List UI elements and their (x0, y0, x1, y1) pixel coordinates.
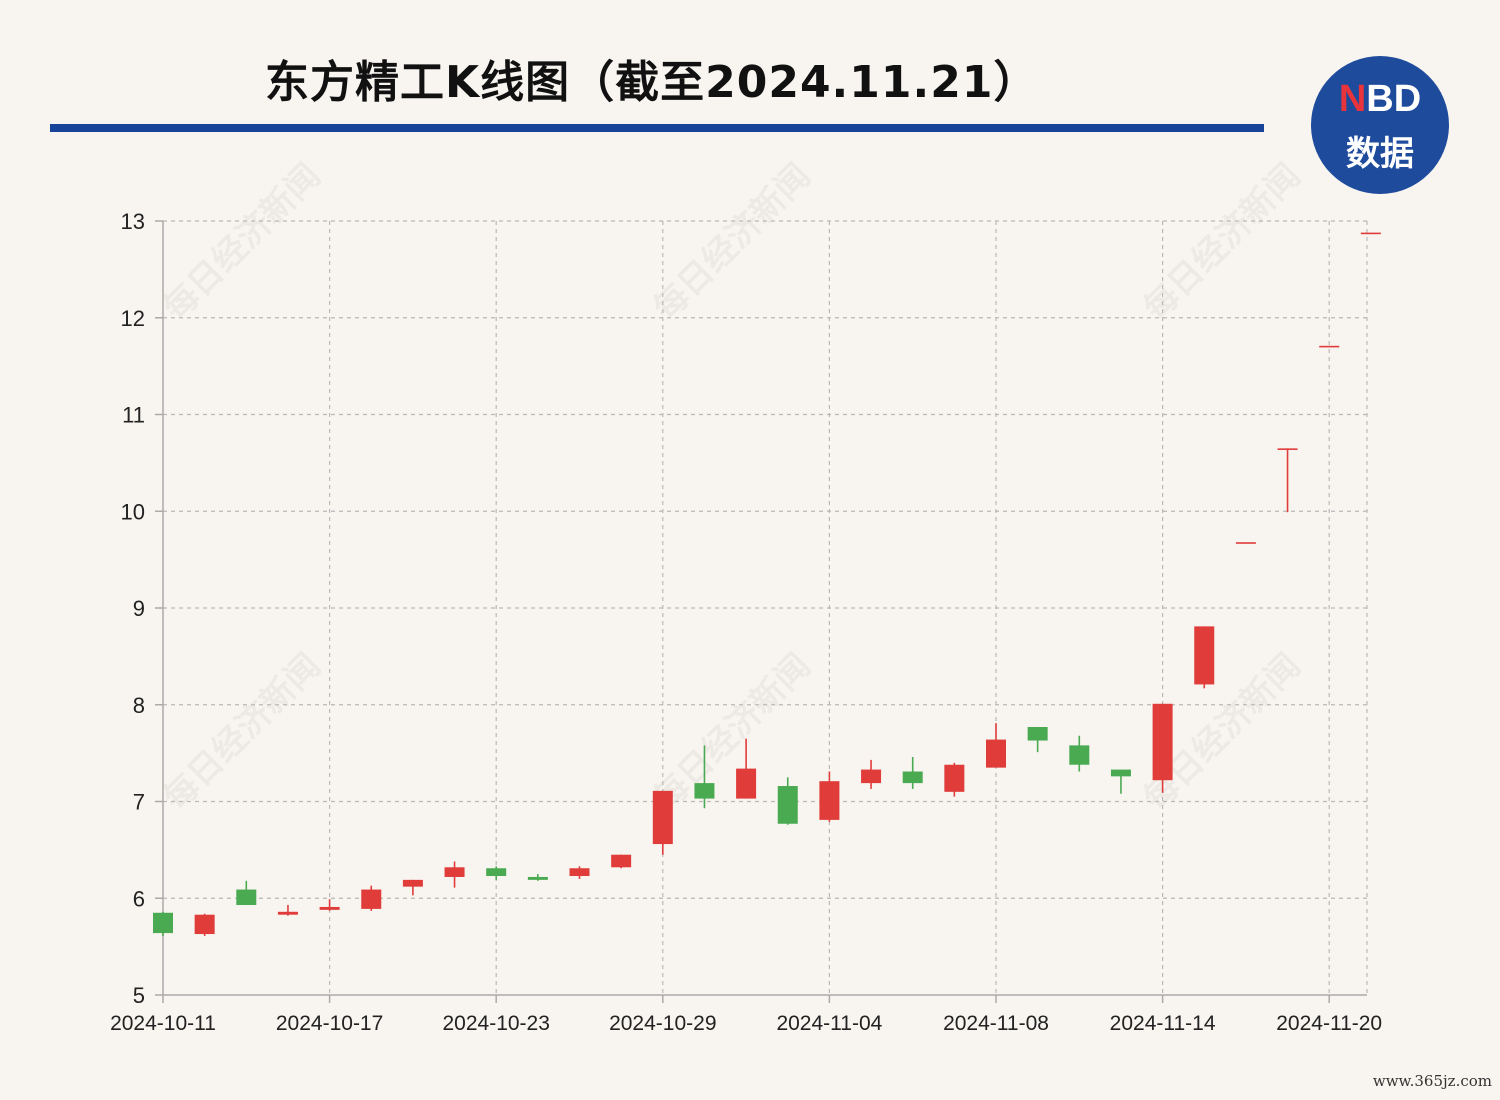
y-tick-label: 5 (133, 983, 145, 1008)
candle (361, 885, 382, 911)
candle (736, 738, 757, 799)
x-tick-label: 2024-11-04 (776, 1012, 882, 1035)
y-tick-label: 8 (133, 693, 145, 718)
y-tick-label: 12 (121, 306, 145, 331)
y-tick-label: 10 (121, 499, 145, 524)
x-tick-label: 2024-11-08 (943, 1012, 1049, 1035)
candle-body (819, 781, 840, 820)
candle-body (194, 914, 215, 935)
logo-bd: BD (1366, 78, 1422, 120)
y-tick-label: 11 (122, 403, 145, 428)
y-tick-label: 9 (133, 596, 145, 621)
candle-body (1360, 232, 1381, 235)
candle (486, 866, 507, 880)
candle-body (694, 783, 715, 799)
candle-body (153, 912, 173, 934)
candle-body (777, 786, 798, 824)
candle (944, 762, 965, 797)
grid-lines (163, 220, 1368, 995)
candle (1319, 345, 1340, 348)
x-tick-label: 2024-10-29 (609, 1012, 716, 1035)
candle (861, 759, 882, 789)
candle-body (361, 889, 382, 909)
candle (777, 777, 798, 825)
candle-body (486, 868, 507, 876)
candle-body (1194, 626, 1215, 685)
candle-body (611, 854, 632, 868)
candle-body (1152, 703, 1173, 781)
y-tick-label: 7 (133, 790, 145, 815)
candle-body (402, 879, 423, 887)
candle (444, 861, 465, 888)
x-tick-label: 2024-10-23 (442, 1012, 549, 1035)
candle-body (1235, 542, 1256, 544)
candle-body (1319, 345, 1340, 348)
candle-body (1027, 727, 1048, 741)
footer-url: www.365jz.com (1372, 1072, 1492, 1090)
title-underline (50, 124, 1264, 132)
candle (527, 874, 548, 881)
candle-body (652, 790, 673, 845)
logo-n: N (1338, 78, 1367, 120)
candle-body (1277, 448, 1298, 450)
candle (986, 723, 1006, 768)
watermark-text: 每日经济新闻 (156, 156, 329, 329)
x-tick-label: 2024-11-20 (1276, 1012, 1382, 1035)
candle-body (319, 906, 340, 910)
x-tick-label: 2024-10-17 (276, 1012, 383, 1035)
candle-body (944, 764, 965, 792)
candle (1152, 703, 1173, 793)
candle-body (986, 739, 1006, 768)
candle (236, 880, 257, 906)
chart-title: 东方精工K线图（截至2024.11.21） (265, 57, 1039, 108)
candle-body (861, 769, 882, 784)
candle (1277, 448, 1298, 513)
candles (153, 232, 1381, 936)
candle-body (1110, 769, 1131, 777)
candle (1360, 232, 1381, 235)
y-tick-label: 13 (121, 209, 145, 234)
candle (1027, 727, 1048, 753)
candle (1194, 626, 1215, 689)
logo-bottom-text: 数据 (1346, 134, 1414, 174)
candle (1069, 735, 1090, 772)
candle (1235, 542, 1256, 544)
logo-top-text: NBD (1311, 78, 1449, 121)
candle (153, 911, 173, 936)
candle (902, 756, 923, 789)
candle-body (527, 876, 548, 880)
watermark-text: 每日经济新闻 (1136, 156, 1309, 329)
watermark-text: 每日经济新闻 (156, 646, 329, 819)
candle (194, 913, 215, 936)
candle (694, 745, 715, 809)
x-tick-label: 2024-10-11 (110, 1012, 216, 1035)
x-tick-label: 2024-11-14 (1110, 1012, 1216, 1035)
x-axis-ticks: 2024-10-11 2024-10-17 2024-10-23 2024-10-29… (110, 995, 1382, 1035)
candle (569, 866, 590, 879)
candle-body (736, 768, 757, 799)
candle (277, 905, 298, 916)
candle-body (277, 911, 298, 915)
y-axis-ticks: 5 6 7 8 9 10 11 12 13 (121, 209, 163, 1008)
candle-body (444, 867, 465, 877)
candle-body (569, 868, 590, 876)
candle-body (236, 889, 257, 906)
candle-body (902, 771, 923, 784)
candle (402, 879, 423, 896)
candle-body (1069, 745, 1090, 765)
candle (652, 790, 673, 855)
candle (819, 771, 840, 822)
y-tick-label: 6 (133, 886, 145, 911)
candle (1110, 769, 1131, 794)
nbd-logo: NBD 数据 (1311, 56, 1449, 194)
candle (319, 899, 340, 911)
candle (611, 854, 632, 869)
watermark-text: 每日经济新闻 (646, 156, 819, 329)
